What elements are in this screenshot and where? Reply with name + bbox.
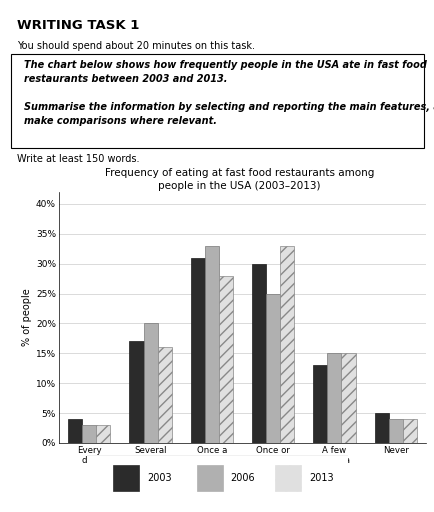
Bar: [312, 365, 327, 443]
Bar: [341, 353, 355, 443]
Bar: [218, 275, 233, 443]
Bar: [327, 353, 341, 443]
Text: 2013: 2013: [308, 473, 333, 483]
Text: 2006: 2006: [230, 473, 255, 483]
Bar: [279, 246, 294, 443]
Text: 2003: 2003: [147, 473, 171, 483]
Bar: [402, 419, 416, 443]
Bar: [113, 465, 139, 490]
Bar: [266, 293, 279, 443]
Text: Write at least 150 words.: Write at least 150 words.: [17, 154, 140, 164]
Bar: [190, 258, 204, 443]
Bar: [374, 413, 388, 443]
Bar: [96, 425, 110, 443]
Bar: [157, 347, 171, 443]
Bar: [196, 465, 222, 490]
Bar: [388, 419, 402, 443]
Bar: [68, 419, 82, 443]
Bar: [251, 264, 266, 443]
Text: You should spend about 20 minutes on this task.: You should spend about 20 minutes on thi…: [17, 41, 255, 51]
Text: Frequency of eating at fast food restaurants among
people in the USA (2003–2013): Frequency of eating at fast food restaur…: [104, 168, 373, 191]
Text: Summarise the information by selecting and reporting the main features, and
make: Summarise the information by selecting a…: [24, 102, 434, 126]
Bar: [129, 342, 143, 443]
Bar: [143, 324, 157, 443]
FancyBboxPatch shape: [82, 454, 352, 502]
Text: The chart below shows how frequently people in the USA ate in fast food
restaura: The chart below shows how frequently peo…: [24, 60, 426, 84]
Bar: [204, 246, 218, 443]
Bar: [274, 465, 300, 490]
Bar: [82, 425, 96, 443]
Text: WRITING TASK 1: WRITING TASK 1: [17, 19, 139, 32]
Y-axis label: % of people: % of people: [22, 289, 32, 346]
